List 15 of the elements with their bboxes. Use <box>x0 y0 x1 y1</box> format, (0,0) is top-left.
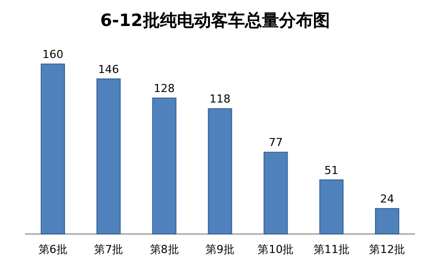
data-label: 51 <box>324 164 338 177</box>
chart-title: 6-12批纯电动客车总量分布图 <box>100 11 330 31</box>
x-tick-label: 第11批 <box>313 243 350 256</box>
x-tick-label: 第8批 <box>150 243 179 256</box>
x-tick-label: 第10批 <box>258 243 294 256</box>
x-tick-label: 第6批 <box>38 243 68 256</box>
data-label: 24 <box>380 192 394 206</box>
data-label: 77 <box>268 136 283 150</box>
data-label: 118 <box>210 92 230 106</box>
x-tick-label: 第7批 <box>94 243 124 256</box>
data-label: 146 <box>98 62 120 76</box>
x-tick-label: 第12批 <box>369 243 406 256</box>
x-tick-label: 第9批 <box>206 243 234 256</box>
data-label: 160 <box>42 48 64 61</box>
data-label: 128 <box>154 82 175 95</box>
